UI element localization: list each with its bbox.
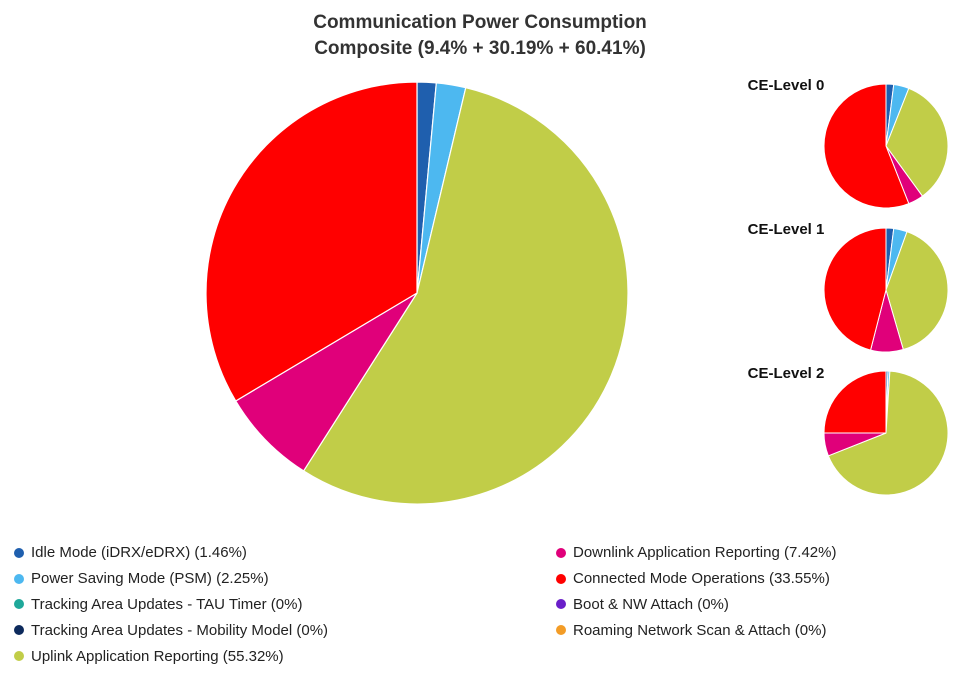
legend-dot-icon <box>14 651 24 662</box>
legend-label: Idle Mode (iDRX/eDRX) (1.46%) <box>31 544 247 562</box>
legend-label: Connected Mode Operations (33.55%) <box>573 570 830 588</box>
pie-slice-connected-mode-operations[interactable] <box>823 370 887 434</box>
chart-title: Communication Power Consumption <box>313 12 647 33</box>
composite-pie <box>205 81 629 505</box>
pie-slice-connected-mode-operations[interactable] <box>205 81 418 402</box>
ce-level-2-title: CE-Level 2 <box>748 365 825 382</box>
legend-column-left: Idle Mode (iDRX/eDRX) (1.46%) Power Savi… <box>14 540 328 669</box>
ce-level-1-title: CE-Level 1 <box>748 221 825 238</box>
legend-dot-icon <box>14 625 24 636</box>
pie-slice-uplink-application-reporting[interactable] <box>827 370 949 496</box>
legend-label: Downlink Application Reporting (7.42%) <box>573 544 837 562</box>
pie-slice-uplink-application-reporting[interactable] <box>885 87 949 197</box>
ce-level-0-title: CE-Level 0 <box>748 77 825 94</box>
legend-item-idle-mode[interactable]: Idle Mode (iDRX/eDRX) (1.46%) <box>14 540 328 566</box>
legend-dot-icon <box>556 625 566 636</box>
legend-dot-icon <box>14 573 24 584</box>
legend-label: Tracking Area Updates - Mobility Model (… <box>31 621 329 639</box>
legend-item-downlink[interactable]: Downlink Application Reporting (7.42%) <box>556 540 836 566</box>
legend-label: Boot & NW Attach (0%) <box>573 595 729 613</box>
legend-dot-icon <box>14 599 24 610</box>
legend-dot-icon <box>556 573 566 584</box>
ce-level-1-pie <box>823 227 949 353</box>
chart-subtitle: Composite (9.4% + 30.19% + 60.41%) <box>314 38 646 59</box>
legend-item-boot-attach[interactable]: Boot & NW Attach (0%) <box>556 592 836 618</box>
legend-item-tau-mobility[interactable]: Tracking Area Updates - Mobility Model (… <box>14 617 328 643</box>
legend-label: Tracking Area Updates - TAU Timer (0%) <box>31 595 303 613</box>
pie-slice-uplink-application-reporting[interactable] <box>885 231 949 351</box>
legend-dot-icon <box>14 547 24 558</box>
pie-slice-uplink-application-reporting[interactable] <box>303 87 629 505</box>
pie-slice-connected-mode-operations[interactable] <box>823 83 910 209</box>
pie-slice-connected-mode-operations[interactable] <box>823 227 887 351</box>
legend-column-right: Downlink Application Reporting (7.42%) C… <box>556 540 836 643</box>
pie-slice-downlink-application-reporting[interactable] <box>235 292 418 472</box>
legend-dot-icon <box>556 599 566 610</box>
legend-label: Power Saving Mode (PSM) (2.25%) <box>31 570 269 588</box>
legend-dot-icon <box>556 547 566 558</box>
legend-label: Uplink Application Reporting (55.32%) <box>31 647 284 665</box>
legend-item-tau-timer[interactable]: Tracking Area Updates - TAU Timer (0%) <box>14 592 328 618</box>
legend-item-connected-mode[interactable]: Connected Mode Operations (33.55%) <box>556 566 836 592</box>
legend-label: Roaming Network Scan & Attach (0%) <box>573 621 827 639</box>
ce-level-2-pie <box>823 370 949 496</box>
ce-level-0-pie <box>823 83 949 209</box>
legend-item-roaming[interactable]: Roaming Network Scan & Attach (0%) <box>556 617 836 643</box>
legend-item-psm[interactable]: Power Saving Mode (PSM) (2.25%) <box>14 566 328 592</box>
legend-item-uplink[interactable]: Uplink Application Reporting (55.32%) <box>14 643 328 669</box>
